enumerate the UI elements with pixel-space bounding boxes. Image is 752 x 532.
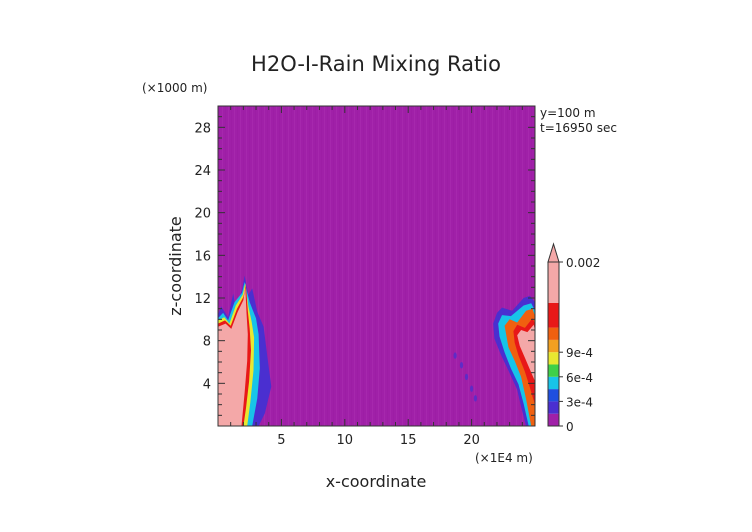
left-peak-region [218, 287, 248, 426]
x-tick-label: 10 [337, 433, 354, 448]
colorbar-tick-label: 6e-4 [566, 371, 593, 385]
y-tick-label: 12 [194, 292, 211, 307]
colorbar-tick-label: 0 [566, 420, 574, 434]
annotation-t: t=16950 sec [540, 121, 617, 135]
colorbar-band [548, 339, 559, 353]
colorbar-band [548, 389, 559, 402]
chart-title: H2O-I-Rain Mixing Ratio [251, 52, 501, 76]
colorbar-band [548, 413, 559, 426]
colorbar-band [548, 352, 559, 365]
colorbar-band [548, 327, 559, 340]
y-tick-label: 28 [194, 121, 211, 136]
y-tick-label: 16 [194, 249, 211, 264]
x-tick-label: 20 [463, 433, 480, 448]
y-tick-label: 8 [203, 335, 211, 350]
colorbar-band [548, 262, 559, 303]
colorbar-frame [547, 261, 560, 427]
plot-texture [219, 106, 532, 426]
weak-patch [453, 352, 457, 359]
x-axis: 5 10 15 20 [217, 106, 536, 448]
colorbar-tick-label: 9e-4 [566, 346, 593, 360]
plot-area [217, 105, 536, 427]
weak-patch [464, 373, 469, 381]
colorbar-band [548, 364, 559, 377]
y-tick-label: 24 [194, 164, 211, 179]
y-unit-label: (×1000 m) [142, 81, 207, 95]
y-tick-label: 20 [194, 207, 211, 222]
x-axis-label: x-coordinate [326, 472, 427, 491]
x-unit-label: (×1E4 m) [475, 451, 533, 465]
colorbar-overflow-arrow [547, 242, 560, 263]
colorbar-band [548, 303, 559, 328]
x-tick-label: 5 [277, 433, 285, 448]
right-peak-region [517, 324, 535, 382]
colorbar: 0 3e-4 6e-4 9e-4 0.002 [547, 242, 600, 434]
annotation-y: y=100 m [540, 106, 596, 120]
rain-features [218, 275, 535, 426]
y-tick-label: 4 [203, 377, 211, 392]
weak-patch [470, 385, 474, 392]
y-axis-label: z-coordinate [166, 216, 185, 316]
colorbar-tick-label: 0.002 [566, 256, 600, 270]
y-axis: 4 8 12 16 20 24 28 [194, 116, 535, 416]
x-tick-label: 15 [400, 433, 417, 448]
weak-patch [473, 395, 477, 402]
colorbar-tick-label: 3e-4 [566, 395, 593, 409]
colorbar-band [548, 401, 559, 414]
colorbar-band [548, 376, 559, 390]
weak-patch [459, 362, 464, 369]
